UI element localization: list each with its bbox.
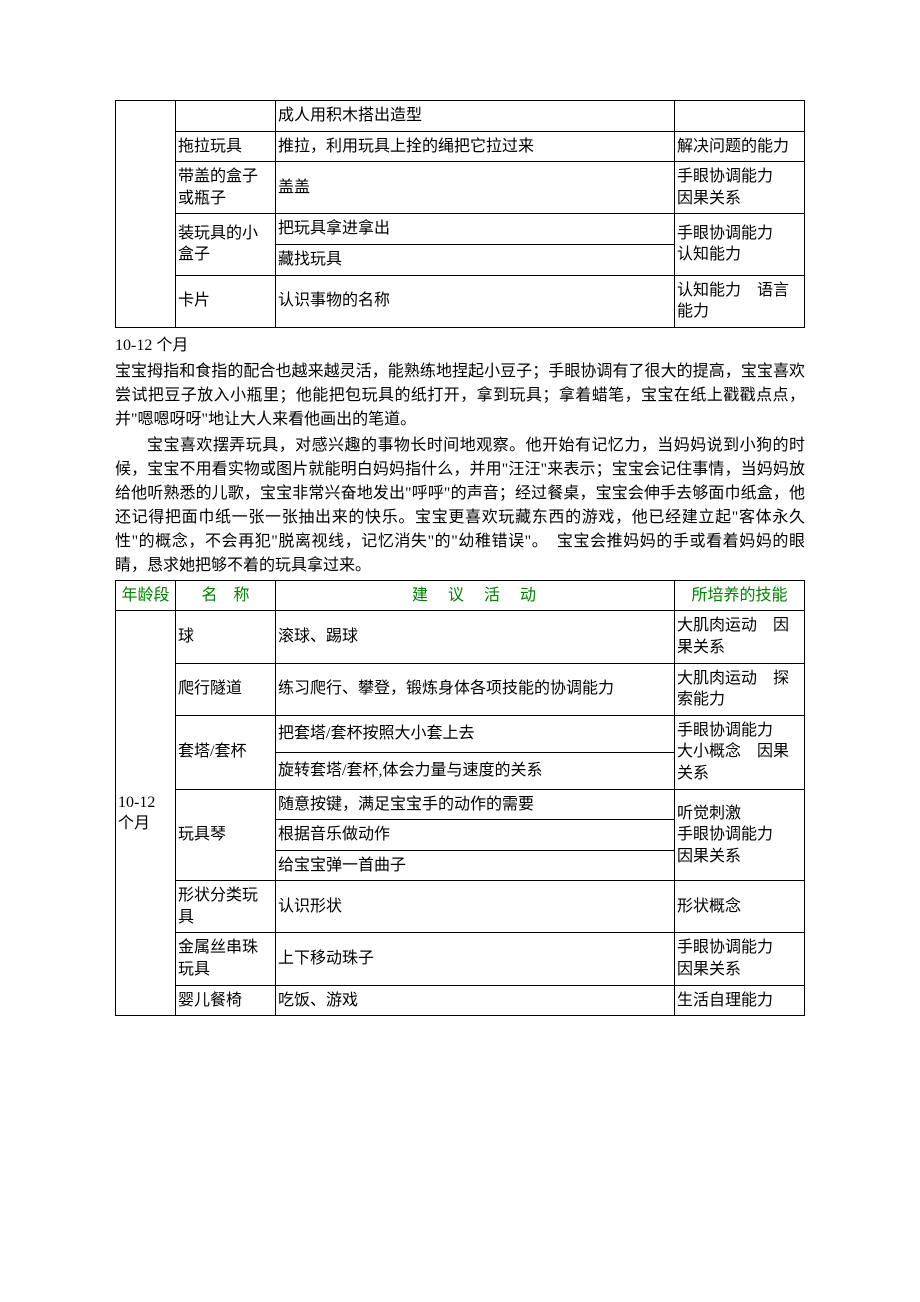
paragraph: 宝宝喜欢摆弄玩具，对感兴趣的事物长时间地观察。他开始有记忆力，当妈妈说到小狗的时… bbox=[115, 434, 805, 578]
skill-cell: 认知能力 语言能力 bbox=[675, 275, 805, 327]
name-cell: 玩具琴 bbox=[176, 789, 276, 881]
skill-cell: 形状概念 bbox=[675, 881, 805, 933]
table-row: 装玩具的小盒子 把玩具拿进拿出 手眼协调能力 认知能力 bbox=[116, 214, 805, 245]
activity-cell: 盖盖 bbox=[276, 162, 675, 214]
name-cell: 婴儿餐椅 bbox=[176, 985, 276, 1016]
skill-cell: 大肌肉运动 探索能力 bbox=[675, 663, 805, 715]
paragraph: 宝宝拇指和食指的配合也越来越灵活，能熟练地捏起小豆子；手眼协调有了很大的提高，宝… bbox=[115, 360, 805, 432]
age-cell-empty bbox=[116, 101, 176, 328]
header-skill: 所培养的技能 bbox=[675, 580, 805, 611]
skill-cell: 手眼协调能力 大小概念 因果关系 bbox=[675, 715, 805, 789]
skill-cell: 大肌肉运动 因果关系 bbox=[675, 611, 805, 663]
activity-cell: 成人用积木搭出造型 bbox=[276, 101, 675, 132]
name-cell: 带盖的盒子或瓶子 bbox=[176, 162, 276, 214]
activity-cell: 随意按键，满足宝宝手的动作的需要 bbox=[276, 789, 675, 820]
name-cell bbox=[176, 101, 276, 132]
table-row: 金属丝串珠玩具 上下移动珠子 手眼协调能力 因果关系 bbox=[116, 933, 805, 985]
activity-cell: 练习爬行、攀登，锻炼身体各项技能的协调能力 bbox=[276, 663, 675, 715]
header-name: 名 称 bbox=[176, 580, 276, 611]
activity-cell: 藏找玩具 bbox=[276, 244, 675, 275]
skill-cell bbox=[675, 101, 805, 132]
skill-cell: 听觉刺激 手眼协调能力 因果关系 bbox=[675, 789, 805, 881]
header-activity: 建 议 活 动 bbox=[276, 580, 675, 611]
activity-cell: 认识事物的名称 bbox=[276, 275, 675, 327]
skill-cell: 手眼协调能力 认知能力 bbox=[675, 214, 805, 275]
name-cell: 卡片 bbox=[176, 275, 276, 327]
table-row: 拖拉玩具 推拉，利用玩具上拴的绳把它拉过来 解决问题的能力 bbox=[116, 131, 805, 162]
table-row: 成人用积木搭出造型 bbox=[116, 101, 805, 132]
name-cell: 拖拉玩具 bbox=[176, 131, 276, 162]
table-row: 带盖的盒子或瓶子 盖盖 手眼协调能力 因果关系 bbox=[116, 162, 805, 214]
table-row: 爬行隧道 练习爬行、攀登，锻炼身体各项技能的协调能力 大肌肉运动 探索能力 bbox=[116, 663, 805, 715]
activity-cell: 给宝宝弹一首曲子 bbox=[276, 850, 675, 881]
activity-cell: 吃饭、游戏 bbox=[276, 985, 675, 1016]
toys-table-2: 年龄段 名 称 建 议 活 动 所培养的技能 10-12 个月 球 滚球、踢球 … bbox=[115, 580, 805, 1017]
name-cell: 球 bbox=[176, 611, 276, 663]
table-row: 形状分类玩具 认识形状 形状概念 bbox=[116, 881, 805, 933]
table-row: 卡片 认识事物的名称 认知能力 语言能力 bbox=[116, 275, 805, 327]
name-cell: 金属丝串珠玩具 bbox=[176, 933, 276, 985]
activity-cell: 把套塔/套杯按照大小套上去 bbox=[276, 715, 675, 752]
name-cell: 套塔/套杯 bbox=[176, 715, 276, 789]
skill-cell: 解决问题的能力 bbox=[675, 131, 805, 162]
skill-cell: 手眼协调能力 因果关系 bbox=[675, 162, 805, 214]
activity-cell: 推拉，利用玩具上拴的绳把它拉过来 bbox=[276, 131, 675, 162]
table-row: 婴儿餐椅 吃饭、游戏 生活自理能力 bbox=[116, 985, 805, 1016]
skill-cell: 手眼协调能力 因果关系 bbox=[675, 933, 805, 985]
header-age: 年龄段 bbox=[116, 580, 176, 611]
activity-cell: 上下移动珠子 bbox=[276, 933, 675, 985]
table-header-row: 年龄段 名 称 建 议 活 动 所培养的技能 bbox=[116, 580, 805, 611]
age-cell: 10-12 个月 bbox=[116, 611, 176, 1016]
table-row: 10-12 个月 球 滚球、踢球 大肌肉运动 因果关系 bbox=[116, 611, 805, 663]
name-cell: 形状分类玩具 bbox=[176, 881, 276, 933]
activity-cell: 认识形状 bbox=[276, 881, 675, 933]
activity-cell: 把玩具拿进拿出 bbox=[276, 214, 675, 245]
table-row: 玩具琴 随意按键，满足宝宝手的动作的需要 听觉刺激 手眼协调能力 因果关系 bbox=[116, 789, 805, 820]
table-row: 套塔/套杯 把套塔/套杯按照大小套上去 手眼协调能力 大小概念 因果关系 bbox=[116, 715, 805, 752]
section-title: 10-12 个月 bbox=[115, 334, 805, 358]
name-cell: 装玩具的小盒子 bbox=[176, 214, 276, 275]
document-page: 成人用积木搭出造型 拖拉玩具 推拉，利用玩具上拴的绳把它拉过来 解决问题的能力 … bbox=[0, 0, 920, 1056]
skill-cell: 生活自理能力 bbox=[675, 985, 805, 1016]
activity-cell: 根据音乐做动作 bbox=[276, 820, 675, 851]
activity-cell: 滚球、踢球 bbox=[276, 611, 675, 663]
toys-table-1: 成人用积木搭出造型 拖拉玩具 推拉，利用玩具上拴的绳把它拉过来 解决问题的能力 … bbox=[115, 100, 805, 328]
activity-cell: 旋转套塔/套杯,体会力量与速度的关系 bbox=[276, 752, 675, 789]
name-cell: 爬行隧道 bbox=[176, 663, 276, 715]
